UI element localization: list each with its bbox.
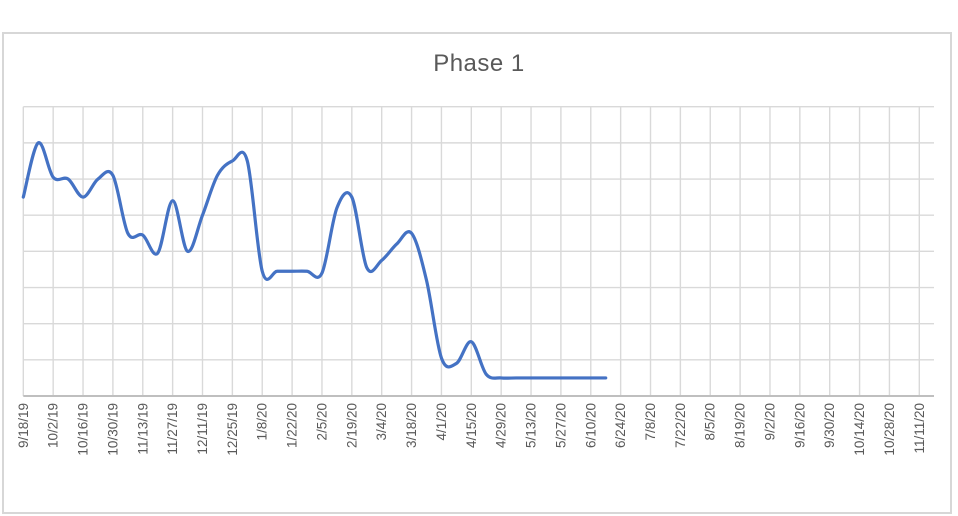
x-axis-label[interactable]: 8/5/20 <box>703 403 718 441</box>
x-axis-label[interactable]: 10/28/20 <box>882 403 897 456</box>
x-axis-label[interactable]: 11/27/19 <box>165 403 180 455</box>
x-axis-label[interactable]: 12/25/19 <box>225 403 240 456</box>
x-axis-label[interactable]: 4/15/20 <box>464 403 479 448</box>
x-axis-label[interactable]: 8/19/20 <box>733 403 748 448</box>
chart-title[interactable]: Phase 1 <box>433 50 525 77</box>
x-axis-label[interactable]: 5/13/20 <box>524 403 539 448</box>
x-axis-label[interactable]: 7/8/20 <box>643 403 658 441</box>
x-axis-label[interactable]: 10/30/19 <box>105 403 120 456</box>
x-axis-label[interactable]: 6/24/20 <box>613 403 628 448</box>
chart-frame[interactable] <box>2 32 952 514</box>
x-axis-label[interactable]: 4/29/20 <box>494 403 509 448</box>
x-axis-label[interactable]: 2/5/20 <box>314 403 329 441</box>
x-axis-label[interactable]: 7/22/20 <box>673 403 688 448</box>
x-axis-label[interactable]: 10/2/19 <box>46 403 61 448</box>
x-axis-label[interactable]: 2/19/20 <box>344 403 359 448</box>
x-axis-label[interactable]: 4/1/20 <box>434 403 449 441</box>
x-axis-label[interactable]: 10/14/20 <box>852 403 867 456</box>
x-axis-label[interactable]: 9/16/20 <box>792 403 807 448</box>
x-axis-label[interactable]: 11/13/19 <box>135 403 150 455</box>
x-axis-label[interactable]: 12/11/19 <box>195 403 210 455</box>
x-axis-label[interactable]: 1/8/20 <box>255 403 270 441</box>
x-axis-label[interactable]: 1/22/20 <box>285 403 300 448</box>
x-axis-label[interactable]: 9/18/19 <box>16 403 31 448</box>
x-axis-label[interactable]: 3/4/20 <box>374 403 389 441</box>
x-axis-label[interactable]: 9/2/20 <box>762 403 777 441</box>
x-axis-label[interactable]: 6/10/20 <box>583 403 598 448</box>
x-axis-label[interactable]: 10/16/19 <box>76 403 91 456</box>
x-axis-label[interactable]: 9/30/20 <box>822 403 837 448</box>
x-axis-label[interactable]: 3/18/20 <box>404 403 419 448</box>
x-axis-label[interactable]: 5/27/20 <box>553 403 568 448</box>
series-line-phase1[interactable] <box>21 141 608 380</box>
x-axis-label[interactable]: 11/11/20 <box>912 403 927 454</box>
